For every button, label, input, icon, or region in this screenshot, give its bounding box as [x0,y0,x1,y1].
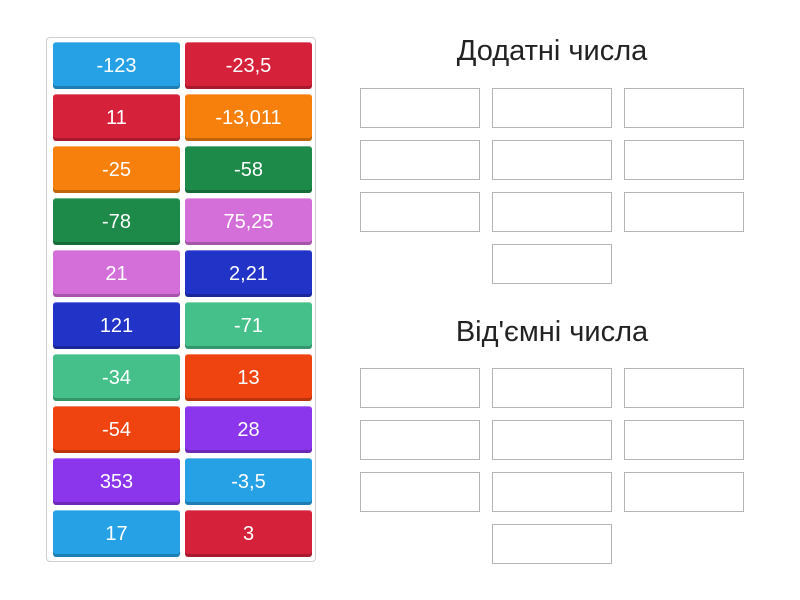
negative-group-title: Від'ємні числа [455,316,649,348]
positive-slot[interactable] [492,140,612,180]
number-tile[interactable]: 21 [53,250,180,297]
positive-slot[interactable] [360,140,480,180]
number-tile[interactable]: -23,5 [185,42,312,89]
number-tile[interactable]: -54 [53,406,180,453]
positive-slot[interactable] [492,244,612,284]
negative-slot[interactable] [492,420,612,460]
number-tile[interactable]: 17 [53,510,180,557]
negative-slot[interactable] [624,472,744,512]
negative-slot[interactable] [492,524,612,564]
number-tile[interactable]: 75,25 [185,198,312,245]
negative-slot[interactable] [360,368,480,408]
negative-slot[interactable] [360,420,480,460]
positive-slot[interactable] [624,192,744,232]
positive-slot[interactable] [492,88,612,128]
number-tile[interactable]: -123 [53,42,180,89]
positive-slot[interactable] [624,140,744,180]
negative-slot[interactable] [624,420,744,460]
number-tile[interactable]: -3,5 [185,458,312,505]
number-tile[interactable]: -58 [185,146,312,193]
positive-slot[interactable] [360,192,480,232]
positive-slot[interactable] [624,88,744,128]
negative-slot[interactable] [624,368,744,408]
number-tile[interactable]: 13 [185,354,312,401]
number-tile[interactable]: -25 [53,146,180,193]
negative-slot[interactable] [492,472,612,512]
number-tile[interactable]: -34 [53,354,180,401]
number-tile[interactable]: -71 [185,302,312,349]
number-tile[interactable]: 121 [53,302,180,349]
negative-slot[interactable] [492,368,612,408]
number-tile[interactable]: 28 [185,406,312,453]
number-tile[interactable]: 2,21 [185,250,312,297]
number-tile[interactable]: 3 [185,510,312,557]
number-tile[interactable]: -13,011 [185,94,312,141]
positive-slot[interactable] [492,192,612,232]
negative-slot[interactable] [360,472,480,512]
positive-slot[interactable] [360,88,480,128]
number-tile[interactable]: 353 [53,458,180,505]
number-tile[interactable]: -78 [53,198,180,245]
tiles-panel: -123 -23,5 11 -13,011 -25 -58 -78 75,25 21 2,21 12… [46,37,316,562]
positive-group-title: Додатні числа [456,35,648,67]
number-tile[interactable]: 11 [53,94,180,141]
